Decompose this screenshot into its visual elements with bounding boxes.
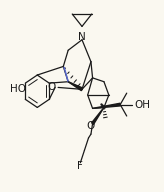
Polygon shape bbox=[68, 82, 82, 91]
Text: N: N bbox=[78, 32, 86, 42]
Text: F: F bbox=[77, 161, 83, 170]
Text: O: O bbox=[48, 82, 56, 92]
Text: O: O bbox=[87, 122, 95, 132]
Text: OH: OH bbox=[134, 100, 150, 110]
Polygon shape bbox=[92, 103, 120, 108]
Polygon shape bbox=[92, 108, 104, 124]
Text: HO: HO bbox=[10, 84, 26, 94]
